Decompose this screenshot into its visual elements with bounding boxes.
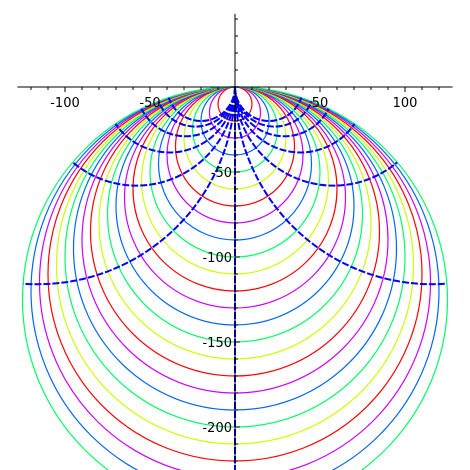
x-tick-label: 50 bbox=[312, 96, 329, 111]
orthogonal-curve-right-r116 bbox=[234, 87, 448, 286]
orthogonal-curve-left-r38.5 bbox=[103, 87, 236, 154]
y-tick-label: -100 bbox=[202, 251, 232, 266]
x-tick-label: 100 bbox=[393, 96, 418, 111]
y-tick-label: -200 bbox=[202, 421, 232, 436]
orthogonal-curve-right-r29 bbox=[233, 87, 335, 138]
orthogonal-curve-left-r58 bbox=[36, 87, 236, 187]
x-tick-label: -50 bbox=[139, 96, 160, 111]
x-tick-label: -100 bbox=[50, 96, 80, 111]
axes: -100 -50 50 100 -50 -100 -150 -200 bbox=[17, 13, 453, 465]
y-tick-label: -50 bbox=[211, 166, 232, 181]
orthogonal-curve-left-r116 bbox=[22, 87, 236, 286]
orthogonal-curve-left-r29 bbox=[135, 87, 236, 138]
x-ticks: -100 -50 50 100 bbox=[30, 87, 440, 111]
y-ticks: -50 -100 -150 -200 bbox=[202, 18, 240, 462]
y-tick-label: -150 bbox=[202, 336, 232, 351]
orthogonal-curve-right-r58 bbox=[234, 87, 434, 187]
orthogonal-curve-right-r38.5 bbox=[234, 87, 367, 154]
